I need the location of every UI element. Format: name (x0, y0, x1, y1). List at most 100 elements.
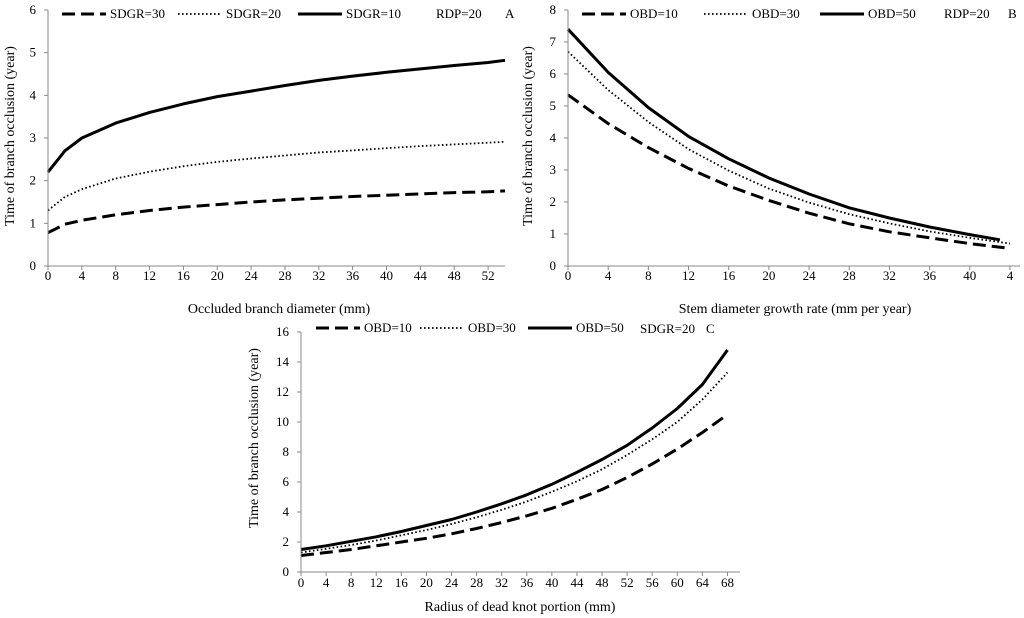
x-tick-label: 16 (395, 575, 409, 590)
x-tick-label: 28 (470, 575, 483, 590)
legend-label: OBD=10 (630, 6, 678, 21)
x-tick-label: 32 (312, 268, 325, 283)
series-line-sdgr-30 (47, 189, 506, 235)
x-tick-label: 52 (621, 575, 634, 590)
x-tick-label: 12 (370, 575, 383, 590)
x-tick-label: 20 (211, 268, 224, 283)
legend-a: SDGR=30 SDGR=20 SDGR=10 (62, 6, 401, 21)
y-axis-label-b: Time of branch occlusion (year) (521, 46, 536, 226)
x-tick-label: 4 (605, 268, 612, 283)
x-tick-label: 16 (722, 268, 736, 283)
x-tick-label: 36 (520, 575, 534, 590)
x-tick-label: 28 (278, 268, 291, 283)
y-tick-label: 6 (550, 66, 557, 81)
x-tick-label: 36 (923, 268, 937, 283)
legend-c: OBD=10 OBD=30 OBD=50 (316, 320, 624, 335)
x-tick-label: 32 (883, 268, 896, 283)
x-tick-label: 0 (298, 575, 305, 590)
y-tick-label: 8 (283, 444, 290, 459)
series-line-obd-50 (300, 349, 729, 551)
panel-letter-c: C (706, 321, 715, 336)
x-tick-label: 4 (1007, 268, 1014, 283)
x-tick-label: 0 (565, 268, 572, 283)
y-axis-label-c: Time of branch occlusion (year) (247, 348, 262, 528)
x-tick-label: 28 (843, 268, 856, 283)
x-tick-label: 4 (79, 268, 86, 283)
y-tick-label: 8 (550, 2, 557, 17)
y-tick-label: 10 (276, 414, 289, 429)
x-tick-label: 48 (448, 268, 461, 283)
legend-label: OBD=10 (364, 320, 412, 335)
x-tick-label: 20 (762, 268, 775, 283)
x-tick-label: 8 (348, 575, 355, 590)
y-tick-label: 2 (30, 173, 37, 188)
y-tick-label: 0 (550, 258, 557, 273)
y-tick-label: 1 (30, 215, 37, 230)
legend-b: OBD=10 OBD=30 OBD=50 (582, 6, 916, 21)
x-tick-label: 24 (445, 575, 459, 590)
series-line-obd-50 (566, 28, 1001, 242)
x-tick-label: 8 (645, 268, 652, 283)
y-tick-label: 3 (550, 162, 557, 177)
y-tick-label: 3 (30, 130, 37, 145)
x-tick-label: 64 (696, 575, 710, 590)
series-line-obd-10 (300, 413, 729, 557)
x-tick-label: 12 (682, 268, 695, 283)
y-tick-label: 16 (276, 324, 290, 339)
x-tick-label: 4 (323, 575, 330, 590)
series-layer-a (46, 58, 506, 235)
y-tick-label: 0 (30, 258, 37, 273)
legend-label: OBD=30 (752, 6, 800, 21)
y-tick-label: 4 (550, 130, 557, 145)
panel-letter-b: B (1008, 6, 1017, 21)
legend-label: OBD=50 (868, 6, 916, 21)
y-tick-label: 14 (276, 354, 290, 369)
x-tick-label: 24 (803, 268, 817, 283)
y-tick-label: 2 (550, 194, 557, 209)
x-axis-label-c: Radius of dead knot portion (mm) (425, 600, 616, 615)
series-line-obd-30 (567, 50, 1011, 245)
series-line-sdgr-10 (46, 58, 506, 174)
legend-label: OBD=50 (576, 320, 624, 335)
x-axis-label-a: Occluded branch diameter (mm) (188, 302, 371, 317)
y-tick-label: 5 (550, 98, 557, 113)
annotation-b: RDP=20 (944, 6, 990, 21)
x-tick-label: 20 (420, 575, 433, 590)
x-tick-label: 0 (45, 268, 52, 283)
y-tick-label: 0 (283, 564, 290, 579)
x-tick-label: 44 (414, 268, 428, 283)
legend-label: SDGR=20 (226, 6, 281, 21)
y-axis-label-a: Time of branch occlusion (year) (3, 46, 18, 226)
y-tick-label: 6 (30, 2, 37, 17)
y-tick-label: 5 (30, 45, 37, 60)
x-tick-label: 60 (671, 575, 684, 590)
legend-label: OBD=30 (468, 320, 516, 335)
y-tick-label: 12 (276, 384, 289, 399)
y-tick-label: 1 (550, 226, 557, 241)
y-tick-label: 7 (550, 34, 557, 49)
x-tick-label: 32 (495, 575, 508, 590)
y-tick-label: 4 (30, 87, 37, 102)
x-tick-label: 24 (245, 268, 259, 283)
panel-letter-a: A (505, 6, 515, 21)
x-tick-label: 12 (143, 268, 156, 283)
x-tick-label: 40 (963, 268, 976, 283)
x-tick-label: 40 (545, 575, 558, 590)
x-tick-label: 16 (177, 268, 191, 283)
series-layer-c (300, 349, 729, 557)
series-line-obd-30 (300, 371, 729, 554)
x-tick-label: 8 (112, 268, 119, 283)
x-tick-label: 68 (721, 575, 734, 590)
series-layer-b (566, 28, 1011, 250)
x-tick-label: 36 (346, 268, 360, 283)
y-tick-label: 2 (283, 534, 290, 549)
x-tick-label: 44 (570, 575, 584, 590)
series-line-obd-10 (567, 93, 1011, 250)
